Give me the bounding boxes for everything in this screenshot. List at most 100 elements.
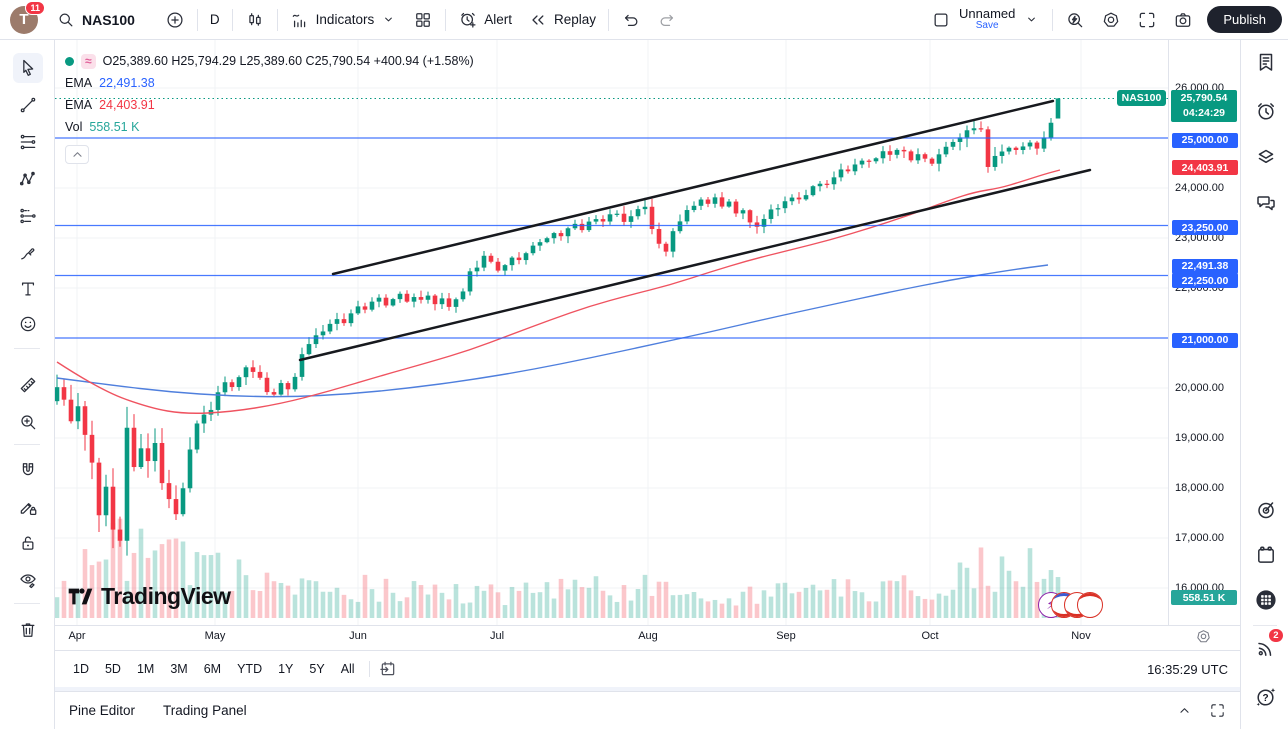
month-label-jun: Jun: [349, 630, 367, 642]
undo-button[interactable]: [613, 6, 649, 34]
hotlists-button[interactable]: [1252, 496, 1280, 524]
time-axis[interactable]: Apr May Jun Jul Aug Sep Oct Nov: [55, 625, 1240, 650]
layout-templates-button[interactable]: [405, 6, 441, 34]
measure-tool[interactable]: [13, 370, 43, 400]
go-to-date-button[interactable]: [376, 657, 400, 681]
legend-row-volume[interactable]: Vol 558.51 K: [65, 116, 474, 138]
watchlist-panel-button[interactable]: [1252, 48, 1280, 76]
panel-expand-chevron-icon[interactable]: [1176, 702, 1193, 719]
price-axis[interactable]: 26,000.00 24,000.00 23,000.00 22,000.00 20,0…: [1168, 40, 1240, 625]
apps-button[interactable]: [1252, 586, 1280, 614]
snapshot-button[interactable]: [1165, 6, 1201, 34]
layout-select-button[interactable]: [923, 6, 959, 34]
trend-line-tool[interactable]: [13, 90, 43, 120]
alert-button[interactable]: Alert: [450, 6, 520, 34]
fullscreen-button[interactable]: [1129, 6, 1165, 34]
month-label-sep: Sep: [776, 630, 796, 642]
horizontal-lines-layer: [55, 137, 1168, 339]
chart-pane[interactable]: ≈ O25,389.60 H25,794.29 L25,389.60 C25,7…: [55, 40, 1168, 625]
redo-button[interactable]: [649, 6, 685, 34]
watchlist-icon: [1254, 50, 1278, 74]
range-button-1y[interactable]: 1Y: [278, 662, 294, 676]
range-button-ytd[interactable]: YTD: [237, 662, 263, 676]
range-button-1m[interactable]: 1M: [136, 662, 155, 676]
tab-trading-panel[interactable]: Trading Panel: [163, 703, 247, 718]
provider-logo-4: [1077, 592, 1103, 618]
axis-settings-button[interactable]: [1195, 628, 1212, 645]
lock-all-drawings[interactable]: [13, 528, 43, 558]
price-tag: 22,491.38: [1172, 258, 1238, 274]
save-link[interactable]: Save: [975, 20, 999, 32]
streams-button[interactable]: 2: [1252, 628, 1284, 662]
month-label-nov: Nov: [1071, 630, 1091, 642]
price-tag: 24,403.91: [1172, 160, 1238, 176]
legend-label: EMA: [65, 76, 93, 90]
layout-name-button[interactable]: Unnamed Save: [959, 7, 1015, 31]
notification-badge: 11: [25, 0, 45, 15]
apps-grid-icon: [1254, 588, 1278, 612]
cursor-tool[interactable]: [13, 53, 43, 83]
month-label-aug: Aug: [638, 630, 658, 642]
panel-maximize-icon[interactable]: [1209, 702, 1226, 719]
drawing-mode-lock[interactable]: [13, 492, 43, 522]
help-button[interactable]: [1252, 683, 1280, 711]
fib-retracement-tool[interactable]: [13, 127, 43, 157]
chat-panel-button[interactable]: [1252, 189, 1280, 217]
compare-add-button[interactable]: [157, 6, 193, 34]
replay-button[interactable]: Replay: [520, 6, 604, 34]
publish-button[interactable]: Publish: [1207, 6, 1282, 33]
legend-collapse-button[interactable]: [65, 145, 89, 164]
separator: [608, 8, 609, 31]
legend-row-ema-slow[interactable]: EMA 24,403.91: [65, 94, 474, 116]
candles-layer: [55, 98, 1061, 556]
zoom-in-tool[interactable]: [13, 407, 43, 437]
range-button-1d[interactable]: 1D: [73, 662, 89, 676]
hide-drawings[interactable]: [13, 565, 43, 595]
range-button-6m[interactable]: 6M: [203, 662, 222, 676]
clock-utc[interactable]: 16:35:29 UTC: [1147, 661, 1228, 677]
magnet-mode[interactable]: [13, 455, 43, 485]
price-tick: 17,000.00: [1175, 532, 1224, 544]
legend-symbol-row[interactable]: ≈ O25,389.60 H25,794.29 L25,389.60 C25,7…: [65, 50, 474, 72]
alerts-panel-button[interactable]: [1252, 97, 1280, 125]
projection-tool[interactable]: [13, 201, 43, 231]
range-button-all[interactable]: All: [340, 662, 355, 676]
settings-button[interactable]: [1093, 6, 1129, 34]
range-button-5d[interactable]: 5D: [104, 662, 121, 676]
chat-bubbles-icon: [1254, 191, 1278, 215]
quick-search-button[interactable]: [1057, 6, 1093, 34]
tab-pine-editor[interactable]: Pine Editor: [69, 703, 136, 718]
range-toolbar: 1D 5D 1M 3M 6M YTD 1Y 5Y All 16:35:29 UTC: [55, 650, 1240, 687]
divider: [1253, 625, 1277, 626]
brush-tool[interactable]: [13, 238, 43, 268]
emoji-tool[interactable]: [13, 309, 43, 339]
interval-button[interactable]: D: [202, 8, 228, 31]
chart-style-button[interactable]: [237, 6, 273, 34]
remove-drawings[interactable]: [13, 615, 43, 645]
gear-icon: [1101, 10, 1121, 30]
text-tool[interactable]: [13, 274, 43, 304]
eye-edit-icon: [18, 570, 38, 590]
plus-icon: [165, 10, 185, 30]
cursor-icon: [18, 58, 38, 78]
range-button-5y[interactable]: 5Y: [309, 662, 325, 676]
avatar[interactable]: T 11: [10, 0, 45, 34]
calendar-button[interactable]: [1252, 541, 1280, 569]
layout-menu-chevron[interactable]: [1015, 7, 1048, 32]
object-tree-button[interactable]: [1252, 143, 1280, 171]
separator: [445, 8, 447, 31]
indicators-button[interactable]: Indicators: [282, 6, 406, 34]
fib-lines-icon: [18, 132, 38, 152]
brush-icon: [18, 243, 38, 263]
pattern-tool[interactable]: [13, 164, 43, 194]
ohlc-values: O25,389.60 H25,794.29 L25,389.60 C25,790…: [102, 54, 474, 68]
range-button-3m[interactable]: 3M: [170, 662, 188, 676]
price-chart[interactable]: [55, 40, 1168, 625]
symbol-search-button[interactable]: NAS100: [48, 6, 143, 34]
bottom-panel: Pine Editor Trading Panel: [55, 691, 1240, 729]
month-label-oct: Oct: [921, 630, 939, 642]
undo-icon: [621, 10, 641, 30]
calendar-icon: [1254, 543, 1278, 567]
approx-badge: ≈: [81, 53, 96, 69]
legend-row-ema-fast[interactable]: EMA 22,491.38: [65, 72, 474, 94]
